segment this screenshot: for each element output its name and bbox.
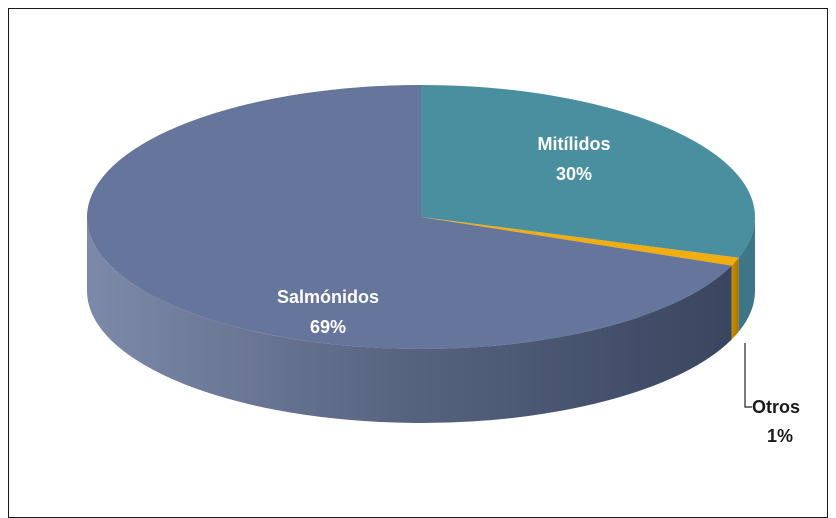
slice-label-salmonidos: Salmónidos (277, 287, 379, 307)
leader-line-otros (744, 343, 752, 408)
pie-side-walls (87, 217, 755, 424)
pie-side-otros (731, 257, 739, 340)
slice-label-otros: Otros (752, 397, 800, 417)
slice-percent-salmonidos: 69% (310, 317, 346, 337)
slice-percent-otros: 1% (767, 426, 793, 446)
pie-slice-otros (421, 217, 739, 266)
slice-label-mitilidos: Mitílidos (538, 134, 611, 154)
pie-labels: Mitílidos 30% Salmónidos 69% Otros 1% (277, 134, 800, 446)
pie-side-salmonidos (87, 217, 732, 424)
pie-slice-salmonidos (87, 85, 732, 350)
pie-top-faces (87, 85, 756, 350)
pie-side-mitilidos (738, 217, 755, 332)
pie-slice-mitilidos (421, 85, 756, 258)
slice-percent-mitilidos: 30% (556, 164, 592, 184)
